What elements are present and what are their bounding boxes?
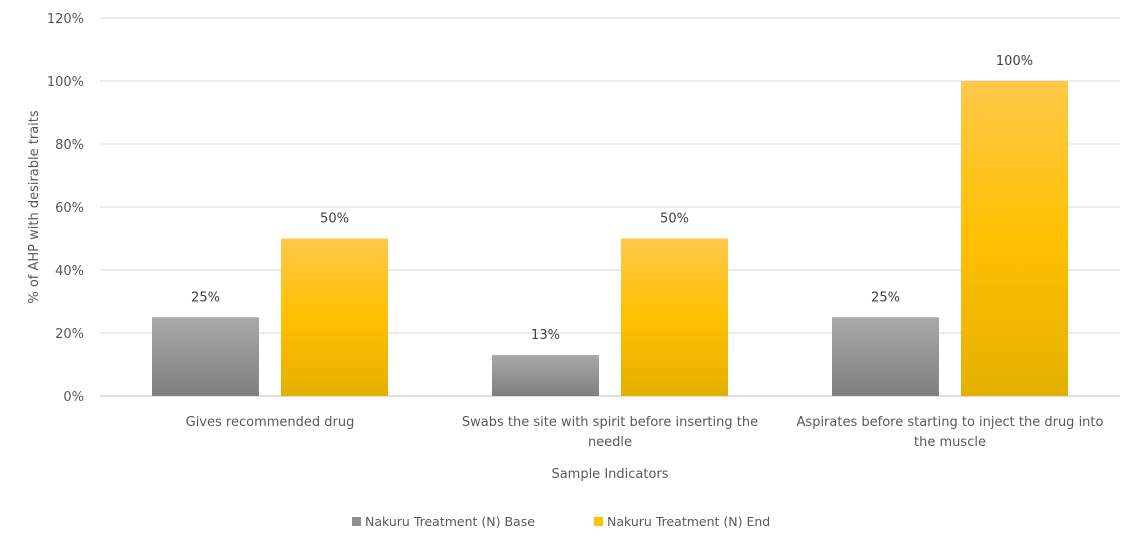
bar-base (832, 317, 939, 396)
y-tick-label: 100% (47, 75, 84, 90)
gridlines (100, 17, 1120, 397)
legend-label: Nakuru Treatment (N) Base (365, 514, 535, 529)
legend: Nakuru Treatment (N) Base Nakuru Treatmen… (352, 514, 770, 529)
legend-swatch (594, 517, 603, 526)
category-label: needle (588, 435, 632, 450)
data-label: 100% (996, 54, 1033, 69)
y-tick-label: 0% (63, 390, 84, 405)
y-axis-ticks: 0% 20% 40% 60% 80% 100% 120% (47, 12, 84, 405)
category-labels: Gives recommended drug Swabs the site wit… (186, 415, 1104, 450)
category-label: the muscle (914, 435, 986, 450)
bar-base (492, 355, 599, 396)
category-label: Swabs the site with spirit before insert… (462, 415, 758, 430)
data-label: 50% (660, 212, 689, 227)
y-tick-label: 20% (55, 327, 84, 342)
y-tick-label: 60% (55, 201, 84, 216)
y-tick-label: 80% (55, 138, 84, 153)
legend-label: Nakuru Treatment (N) End (607, 514, 770, 529)
bar-end (281, 238, 388, 396)
bar-base (152, 317, 259, 396)
data-label: 25% (191, 290, 220, 305)
x-axis-title: Sample Indicators (551, 467, 668, 482)
data-label: 25% (871, 290, 900, 305)
legend-swatch (352, 517, 361, 526)
bars (152, 81, 1068, 396)
category-label: Aspirates before starting to inject the … (797, 415, 1104, 430)
data-label: 50% (320, 212, 349, 227)
category-label: Gives recommended drug (186, 415, 355, 430)
data-labels: 25% 50% 13% 50% 25% 100% (191, 54, 1033, 343)
y-axis-title: % of AHP with desirable traits (27, 110, 42, 304)
y-tick-label: 120% (47, 12, 84, 27)
bar-end (961, 81, 1068, 396)
bar-end (621, 238, 728, 396)
data-label: 13% (531, 328, 560, 343)
y-tick-label: 40% (55, 264, 84, 279)
